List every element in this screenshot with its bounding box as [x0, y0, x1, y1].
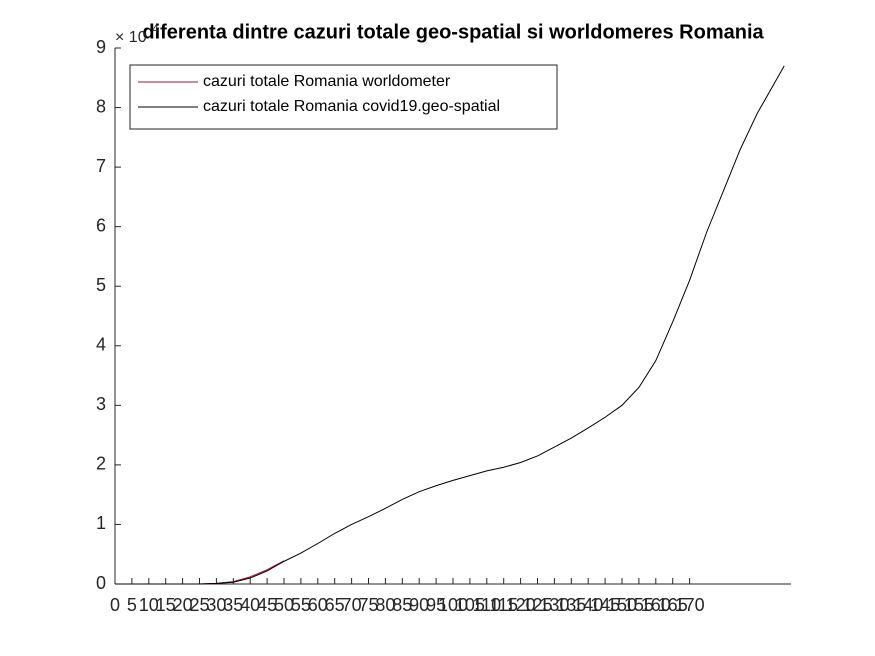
- legend-label: cazuri totale Romania worldometer: [203, 73, 451, 90]
- legend-label: cazuri totale Romania covid19.geo-spatia…: [203, 98, 500, 115]
- y-multiplier-exponent: 4: [152, 22, 159, 36]
- x-tick-label: 165: [658, 595, 688, 615]
- y-tick-label: 5: [96, 275, 106, 295]
- y-tick-label: 0: [96, 573, 106, 593]
- x-tick-label: 35: [223, 595, 243, 615]
- x-tick-label: 45: [257, 595, 277, 615]
- x-tick-label: 25: [189, 595, 209, 615]
- x-tick-label: 55: [291, 595, 311, 615]
- x-tick-label: 120: [506, 595, 536, 615]
- x-tick-label: 70: [342, 595, 362, 615]
- x-tick-label: 160: [641, 595, 671, 615]
- y-tick-label: 3: [96, 394, 106, 414]
- x-tick-label: 85: [392, 595, 412, 615]
- y-tick-label: 8: [96, 96, 106, 116]
- x-tick-label: 60: [308, 595, 328, 615]
- x-tick-label: 145: [590, 595, 620, 615]
- x-tick-label: 5: [127, 595, 137, 615]
- x-tick-label: 50: [274, 595, 294, 615]
- legend-box: [129, 64, 558, 130]
- x-tick-label: 110: [472, 595, 501, 615]
- x-tick-label: 135: [556, 595, 586, 615]
- y-tick-label: 9: [96, 37, 106, 57]
- x-tick-label: 90: [409, 595, 429, 615]
- y-tick-label: 7: [96, 156, 106, 176]
- x-tick-label: 40: [240, 595, 260, 615]
- x-tick-label: 100: [438, 595, 468, 615]
- y-multiplier: × 10: [115, 29, 147, 46]
- chart-title: diferenta dintre cazuri totale geo-spati…: [142, 21, 764, 43]
- x-tick-label: 75: [358, 595, 378, 615]
- x-tick-label: 125: [522, 595, 552, 615]
- y-tick-label: 1: [96, 513, 106, 533]
- x-tick-label: 30: [206, 595, 226, 615]
- x-tick-label: 20: [173, 595, 193, 615]
- x-tick-label: 0: [110, 595, 120, 615]
- x-tick-label: 15: [156, 595, 176, 615]
- x-tick-label: 65: [325, 595, 345, 615]
- series-line: [115, 65, 785, 585]
- x-tick-label: 130: [539, 595, 569, 615]
- x-tick-label: 80: [375, 595, 395, 615]
- y-tick-label: 2: [96, 454, 106, 474]
- x-tick-label: 10: [139, 595, 159, 615]
- y-tick-label: 6: [96, 215, 106, 235]
- x-tick-label: 150: [607, 595, 637, 615]
- x-tick-label: 95: [426, 595, 446, 615]
- y-tick-label: 4: [96, 335, 106, 355]
- x-tick-label: 155: [624, 595, 654, 615]
- x-tick-label: 115: [489, 595, 518, 615]
- x-tick-label: 140: [573, 595, 603, 615]
- x-tick-label: 170: [675, 595, 705, 615]
- x-tick-label: 105: [455, 595, 485, 615]
